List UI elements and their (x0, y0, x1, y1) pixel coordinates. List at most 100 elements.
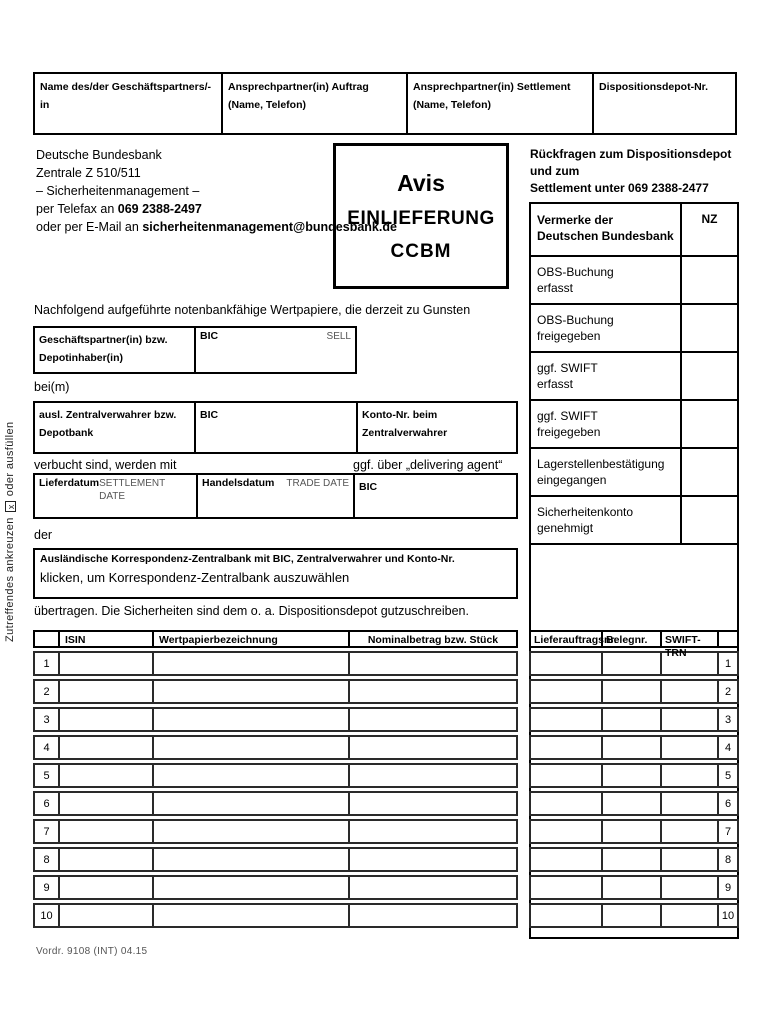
lieferauftragsnr-input-cell[interactable] (531, 681, 603, 702)
liefer-row-5: 5 (529, 763, 739, 788)
lieferauftragsnr-input-cell[interactable] (531, 737, 603, 758)
lieferauftrag-table-header: Lieferauftragsnr. Belegnr. SWIFT-TRN (529, 630, 739, 659)
handelsdatum-input-cell[interactable]: Handelsdatum TRADE DATE (198, 475, 355, 517)
isin-input-cell[interactable] (60, 849, 154, 870)
belegnr-input-cell[interactable] (603, 849, 662, 870)
lieferauftragsnr-input-cell[interactable] (531, 653, 603, 674)
wertpapier-input-cell[interactable] (154, 681, 350, 702)
isin-input-cell[interactable] (60, 737, 154, 758)
lieferauftragsnr-input-cell[interactable] (531, 877, 603, 898)
belegnr-input-cell[interactable] (603, 821, 662, 842)
nominal-input-cell[interactable] (350, 849, 516, 870)
geschaeftspartner-label: Name des/der Geschäftspartners/-in (40, 81, 211, 111)
belegnr-input-cell[interactable] (603, 653, 662, 674)
swift-trn-input-cell[interactable] (662, 877, 719, 898)
ansprechpartner-auftrag-input-cell[interactable]: Ansprechpartner(in) Auftrag (Name, Telef… (223, 74, 408, 133)
swift-trn-input-cell[interactable] (662, 793, 719, 814)
swift-trn-input-cell[interactable] (662, 709, 719, 730)
nominal-input-cell[interactable] (350, 681, 516, 702)
geschaeftspartner-input-cell[interactable]: Name des/der Geschäftspartners/-in (35, 74, 223, 133)
swift-trn-input-cell[interactable] (662, 653, 719, 674)
ansprechpartner-settlement-input-cell[interactable]: Ansprechpartner(in) Settlement (Name, Te… (408, 74, 594, 133)
nominal-input-cell[interactable] (350, 905, 516, 926)
bic-label: BIC (200, 409, 219, 421)
nz-input-cell[interactable] (682, 449, 737, 495)
wertpapier-input-cell[interactable] (154, 709, 350, 730)
belegnr-input-cell[interactable] (603, 737, 662, 758)
isin-input-cell[interactable] (60, 765, 154, 786)
lieferdatum-input-cell[interactable]: Lieferdatum SETTLEMENT DATE (35, 475, 198, 517)
isin-input-cell[interactable] (60, 793, 154, 814)
vermerk-label: OBS-Buchung erfasst (531, 257, 682, 303)
belegnr-input-cell[interactable] (603, 765, 662, 786)
wertpapier-input-cell[interactable] (154, 821, 350, 842)
swift-trn-input-cell[interactable] (662, 821, 719, 842)
wertpapier-input-cell[interactable] (154, 653, 350, 674)
korrespondenz-dropdown[interactable]: klicken, um Korrespondenz-Zentralbank au… (40, 570, 350, 585)
fax-number: 069 2388-2497 (117, 202, 202, 216)
isin-input-cell[interactable] (60, 681, 154, 702)
swift-trn-input-cell[interactable] (662, 737, 719, 758)
dispositionsdepot-nr-input-cell[interactable]: Dispositionsdepot-Nr. (594, 74, 735, 133)
nz-input-cell[interactable] (682, 305, 737, 351)
securities-row-2: 2 (33, 679, 518, 704)
belegnr-input-cell[interactable] (603, 793, 662, 814)
agent-bic-input-cell[interactable]: BIC (355, 475, 516, 517)
belegnr-input-cell[interactable] (603, 709, 662, 730)
nz-input-cell[interactable] (682, 353, 737, 399)
row-number: 4 (724, 741, 732, 754)
depotinhaber-input-cell[interactable]: Geschäftspartner(in) bzw. Depotinhaber(i… (35, 328, 196, 372)
swift-trn-input-cell[interactable] (662, 765, 719, 786)
nz-input-cell[interactable] (682, 401, 737, 447)
swift-trn-column-header: SWIFT-TRN (662, 632, 719, 659)
nominal-input-cell[interactable] (350, 793, 516, 814)
ansprechpartner-settlement-label: Ansprechpartner(in) Settlement (Name, Te… (413, 81, 571, 111)
liefer-row-3: 3 (529, 707, 739, 732)
isin-input-cell[interactable] (60, 877, 154, 898)
nominal-input-cell[interactable] (350, 877, 516, 898)
lieferauftragsnr-input-cell[interactable] (531, 709, 603, 730)
isin-input-cell[interactable] (60, 709, 154, 730)
nominal-input-cell[interactable] (350, 737, 516, 758)
swift-trn-input-cell[interactable] (662, 905, 719, 926)
bic-label: BIC (200, 330, 219, 342)
securities-row-5: 5 (33, 763, 518, 788)
konto-nr-input-cell[interactable]: Konto-Nr. beim Zentralverwahrer (358, 403, 516, 452)
zentralverwahrer-input-cell[interactable]: ausl. Zentralverwahrer bzw. Depotbank (35, 403, 196, 452)
row-number: 9 (724, 881, 732, 894)
belegnr-input-cell[interactable] (603, 877, 662, 898)
nominal-input-cell[interactable] (350, 709, 516, 730)
belegnr-input-cell[interactable] (603, 905, 662, 926)
wertpapier-input-cell[interactable] (154, 793, 350, 814)
swift-trn-input-cell[interactable] (662, 681, 719, 702)
swift-trn-input-cell[interactable] (662, 849, 719, 870)
belegnr-input-cell[interactable] (603, 681, 662, 702)
lieferauftragsnr-input-cell[interactable] (531, 765, 603, 786)
lieferauftragsnr-input-cell[interactable] (531, 793, 603, 814)
securities-row-1: 1 (33, 651, 518, 676)
depot-bic-input-cell[interactable]: BIC SELL (196, 328, 355, 372)
wertpapier-input-cell[interactable] (154, 905, 350, 926)
verwahrer-bic-input-cell[interactable]: BIC (196, 403, 358, 452)
nominal-input-cell[interactable] (350, 821, 516, 842)
nominal-input-cell[interactable] (350, 653, 516, 674)
lieferauftragsnr-input-cell[interactable] (531, 849, 603, 870)
isin-input-cell[interactable] (60, 821, 154, 842)
nz-input-cell[interactable] (682, 497, 737, 543)
isin-input-cell[interactable] (60, 653, 154, 674)
nominal-column-header: Nominalbetrag bzw. Stück (367, 634, 499, 646)
nz-input-cell[interactable] (682, 257, 737, 303)
isin-input-cell[interactable] (60, 905, 154, 926)
lieferauftragsnr-input-cell[interactable] (531, 905, 603, 926)
wertpapier-input-cell[interactable] (154, 849, 350, 870)
row-number: 1 (724, 657, 732, 670)
wertpapier-input-cell[interactable] (154, 765, 350, 786)
zentralverwahrer-table: ausl. Zentralverwahrer bzw. Depotbank BI… (33, 401, 518, 454)
nz-column-header: NZ (701, 212, 718, 226)
lieferauftragsnr-input-cell[interactable] (531, 821, 603, 842)
uebertragen-text: übertragen. Die Sicherheiten sind dem o.… (34, 604, 469, 618)
vermerk-label: ggf. SWIFT erfasst (531, 353, 682, 399)
wertpapier-input-cell[interactable] (154, 737, 350, 758)
wertpapier-input-cell[interactable] (154, 877, 350, 898)
nominal-input-cell[interactable] (350, 765, 516, 786)
